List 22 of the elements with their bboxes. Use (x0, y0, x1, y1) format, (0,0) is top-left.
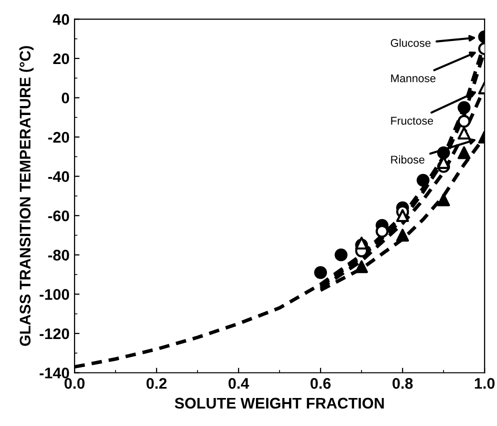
x-axis-title: SOLUTE WEIGHT FRACTION (174, 398, 384, 409)
legend-label: Glucose (390, 38, 431, 47)
y-tick-label: -140 (40, 368, 70, 378)
y-tick-label: -100 (40, 289, 70, 300)
text: Ribose (391, 155, 424, 164)
y-tick-label: -120 (40, 328, 70, 340)
y-tick-label: 40 (52, 14, 70, 25)
x-tick-label: 1.0 (474, 378, 495, 389)
x-tick-label: 0.4 (228, 378, 250, 389)
y-tick-label: -40 (48, 171, 70, 182)
x-tick-label: 0.6 (310, 378, 331, 389)
x-tick-label: 0.8 (392, 378, 413, 389)
y-tick-label: 0 (62, 92, 70, 104)
y-tick-label: -80 (48, 250, 70, 261)
y-tick-label: -20 (48, 132, 70, 143)
text: Mannose (391, 74, 436, 82)
x-tick-label: 0.0 (64, 378, 85, 389)
text: Fructose (391, 116, 433, 125)
y-axis-title: GLASS TRANSITION TEMPERATURE (°C) (19, 46, 34, 346)
y-tick-label: 20 (53, 53, 70, 64)
x-tick-label: 0.2 (146, 378, 167, 389)
y-tick-label: -60 (48, 210, 70, 222)
